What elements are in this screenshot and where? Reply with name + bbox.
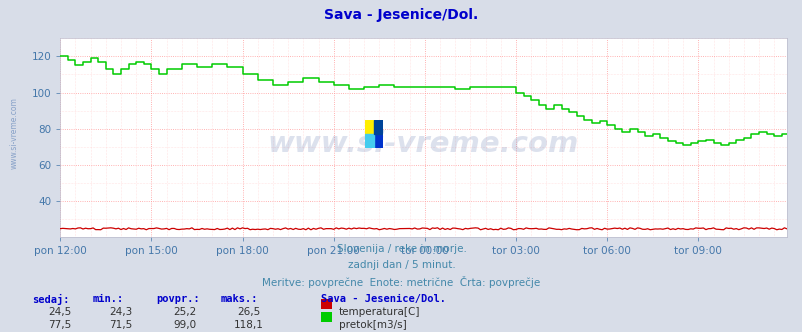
Text: 25,2: 25,2 bbox=[173, 307, 196, 317]
Text: 24,3: 24,3 bbox=[109, 307, 132, 317]
Text: min.:: min.: bbox=[92, 294, 124, 304]
Text: www.si-vreme.com: www.si-vreme.com bbox=[10, 97, 18, 169]
Text: 24,5: 24,5 bbox=[49, 307, 71, 317]
Text: temperatura[C]: temperatura[C] bbox=[338, 307, 419, 317]
Text: 118,1: 118,1 bbox=[233, 320, 264, 330]
Text: Slovenija / reke in morje.: Slovenija / reke in morje. bbox=[336, 244, 466, 254]
Polygon shape bbox=[374, 133, 383, 148]
Text: Meritve: povprečne  Enote: metrične  Črta: povprečje: Meritve: povprečne Enote: metrične Črta:… bbox=[262, 276, 540, 288]
Polygon shape bbox=[374, 120, 383, 133]
Text: 99,0: 99,0 bbox=[173, 320, 196, 330]
Polygon shape bbox=[365, 133, 374, 148]
Text: pretok[m3/s]: pretok[m3/s] bbox=[338, 320, 406, 330]
Text: 26,5: 26,5 bbox=[237, 307, 260, 317]
Text: Sava - Jesenice/Dol.: Sava - Jesenice/Dol. bbox=[324, 8, 478, 22]
Text: maks.:: maks.: bbox=[221, 294, 258, 304]
Text: Sava - Jesenice/Dol.: Sava - Jesenice/Dol. bbox=[321, 294, 446, 304]
Text: povpr.:: povpr.: bbox=[156, 294, 200, 304]
Text: 77,5: 77,5 bbox=[49, 320, 71, 330]
Text: zadnji dan / 5 minut.: zadnji dan / 5 minut. bbox=[347, 260, 455, 270]
Polygon shape bbox=[365, 120, 374, 133]
Text: www.si-vreme.com: www.si-vreme.com bbox=[268, 130, 578, 158]
Text: 71,5: 71,5 bbox=[109, 320, 132, 330]
Text: sedaj:: sedaj: bbox=[32, 294, 70, 305]
